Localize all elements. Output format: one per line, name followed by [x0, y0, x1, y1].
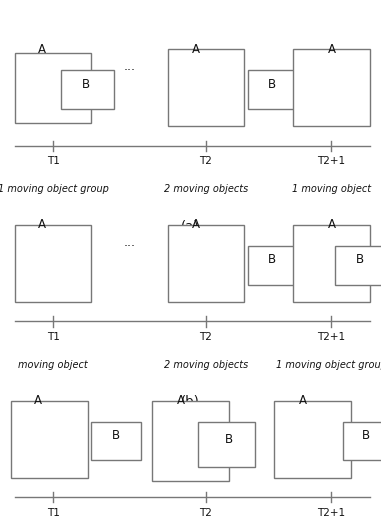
Text: T1: T1	[47, 332, 60, 342]
Bar	[91, 422, 141, 460]
Text: A: A	[192, 218, 200, 231]
Bar	[248, 246, 301, 285]
Text: B: B	[268, 253, 277, 267]
Text: T2+1: T2+1	[317, 157, 346, 167]
Text: T2+1: T2+1	[317, 508, 346, 518]
Bar	[293, 225, 370, 302]
Text: A: A	[38, 43, 46, 56]
Bar	[168, 49, 244, 126]
Text: B: B	[112, 429, 120, 442]
Text: A: A	[328, 43, 335, 56]
Text: B: B	[362, 429, 370, 442]
Bar	[293, 49, 370, 126]
Bar	[274, 401, 351, 478]
Bar	[15, 53, 91, 123]
Text: T2: T2	[199, 508, 212, 518]
Text: 1 moving object: 1 moving object	[292, 184, 371, 194]
Text: A: A	[192, 43, 200, 56]
Text: T2: T2	[199, 157, 212, 167]
Text: T2+1: T2+1	[317, 332, 346, 342]
Bar	[335, 246, 381, 285]
Text: T1: T1	[47, 157, 60, 167]
Text: A: A	[38, 218, 46, 231]
Text: A: A	[177, 394, 185, 407]
Bar	[152, 401, 229, 481]
Text: ...: ...	[123, 236, 136, 249]
Text: 1 moving object group: 1 moving object group	[0, 184, 109, 194]
Text: B: B	[224, 433, 233, 446]
Bar	[168, 225, 244, 302]
Text: (b): (b)	[181, 395, 200, 408]
Bar	[61, 70, 114, 109]
Text: A: A	[299, 394, 307, 407]
Bar	[343, 422, 381, 460]
Text: B: B	[356, 253, 364, 267]
Bar	[11, 401, 88, 478]
Bar	[15, 225, 91, 302]
Text: A: A	[34, 394, 42, 407]
Text: A: A	[328, 218, 335, 231]
Text: ...: ...	[123, 60, 136, 73]
Text: (a): (a)	[181, 220, 200, 232]
Bar	[198, 422, 255, 467]
Text: B: B	[82, 78, 90, 91]
Text: 1 moving object group: 1 moving object group	[276, 360, 381, 370]
Text: T1: T1	[47, 508, 60, 518]
Text: B: B	[268, 78, 277, 91]
Bar	[248, 70, 301, 109]
Text: 2 moving objects: 2 moving objects	[163, 184, 248, 194]
Text: T2: T2	[199, 332, 212, 342]
Text: moving object: moving object	[18, 360, 88, 370]
Text: 2 moving objects: 2 moving objects	[163, 360, 248, 370]
